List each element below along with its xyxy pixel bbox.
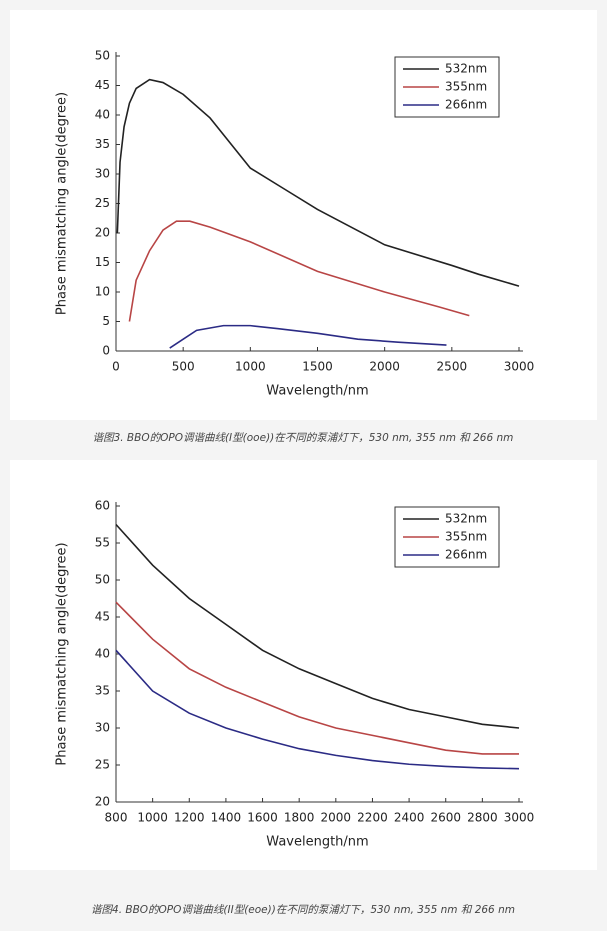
- y-tick-label: 20: [95, 795, 110, 809]
- x-tick-label: 2000: [369, 360, 400, 374]
- x-tick-label: 2200: [357, 811, 388, 825]
- x-tick-label: 1200: [174, 811, 205, 825]
- x-tick-label: 2400: [394, 811, 425, 825]
- y-tick-label: 35: [95, 137, 110, 151]
- y-tick-label: 45: [95, 78, 110, 92]
- legend-label: 266nm: [445, 548, 487, 562]
- caption: 谐图4. BBO的OPO调谐曲线(II型(eoe))在不同的泵浦灯下，530 n…: [91, 904, 515, 916]
- y-tick-label: 25: [95, 758, 110, 772]
- x-tick-label: 2000: [321, 811, 352, 825]
- y-tick-label: 10: [95, 285, 110, 299]
- y-tick-label: 35: [95, 684, 110, 698]
- x-tick-label: 500: [172, 360, 195, 374]
- y-axis-label: Phase mismatching angle(degree): [55, 92, 70, 315]
- x-tick-label: 1000: [235, 360, 266, 374]
- x-tick-label: 1000: [137, 811, 168, 825]
- series-line: [169, 324, 447, 349]
- y-tick-label: 50: [95, 49, 110, 63]
- y-tick-label: 20: [95, 226, 110, 240]
- series-line: [116, 78, 520, 287]
- legend-label: 532nm: [445, 62, 487, 76]
- caption: 谐图3. BBO的OPO调谐曲线(I型(ooe))在不同的泵浦灯下，530 nm…: [93, 432, 514, 444]
- x-tick-label: 1500: [302, 360, 333, 374]
- x-tick-label: 2800: [467, 811, 498, 825]
- y-tick-label: 40: [95, 647, 110, 661]
- series-line: [128, 220, 470, 322]
- y-tick-label: 40: [95, 108, 110, 122]
- y-tick-label: 0: [102, 344, 110, 358]
- y-tick-label: 15: [95, 255, 110, 269]
- legend-label: 355nm: [445, 80, 487, 94]
- y-tick-label: 45: [95, 610, 110, 624]
- y-tick-label: 60: [95, 499, 110, 513]
- x-tick-label: 2500: [437, 360, 468, 374]
- series-line: [115, 601, 519, 755]
- series-line: [115, 523, 520, 729]
- x-tick-label: 0: [112, 360, 120, 374]
- y-tick-label: 30: [95, 721, 110, 735]
- x-tick-label: 1400: [211, 811, 242, 825]
- y-tick-label: 55: [95, 536, 110, 550]
- y-tick-label: 25: [95, 196, 110, 210]
- x-tick-label: 2600: [430, 811, 461, 825]
- x-axis-label: Wavelength/nm: [266, 835, 368, 850]
- y-tick-label: 30: [95, 167, 110, 181]
- x-tick-label: 800: [105, 811, 128, 825]
- y-tick-label: 5: [102, 314, 110, 328]
- legend-label: 355nm: [445, 530, 487, 544]
- x-tick-label: 1800: [284, 811, 315, 825]
- x-axis-label: Wavelength/nm: [266, 384, 368, 399]
- figure-panel: [10, 10, 597, 420]
- legend-label: 266nm: [445, 98, 487, 112]
- legend-label: 532nm: [445, 512, 487, 526]
- x-tick-label: 1600: [247, 811, 278, 825]
- y-tick-label: 50: [95, 573, 110, 587]
- x-tick-label: 3000: [504, 811, 535, 825]
- x-tick-label: 3000: [504, 360, 535, 374]
- y-axis-label: Phase mismatching angle(degree): [55, 542, 70, 765]
- series-line: [115, 649, 520, 770]
- figure-panel: [10, 460, 597, 870]
